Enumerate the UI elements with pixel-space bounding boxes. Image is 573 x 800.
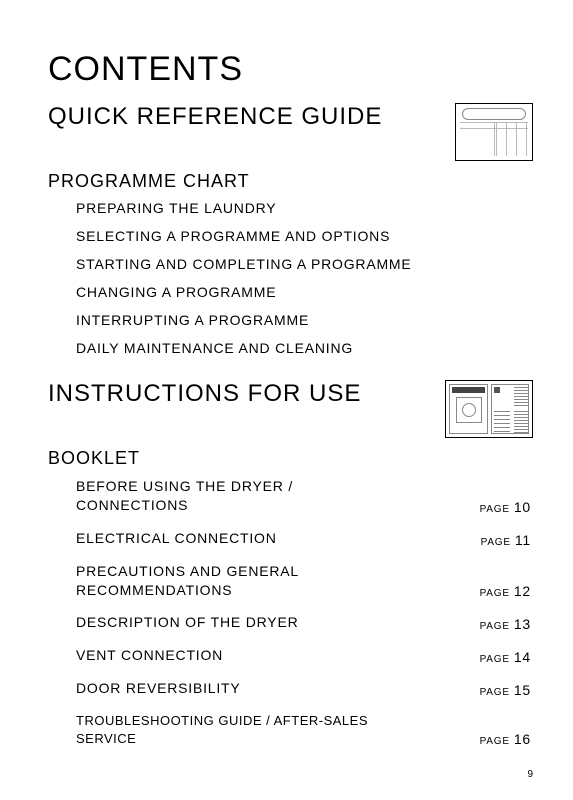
toc-pageref: PAGE 15 <box>480 682 531 698</box>
toc-pageref: PAGE 12 <box>480 583 531 599</box>
quick-reference-heading: QUICK REFERENCE GUIDE <box>48 103 382 131</box>
toc-row: ELECTRICAL CONNECTION PAGE 11 <box>76 529 533 548</box>
toc-row: BEFORE USING THE DRYER / CONNECTIONS PAG… <box>76 477 533 515</box>
toc-row: VENT CONNECTION PAGE 14 <box>76 646 533 665</box>
list-item: CHANGING A PROGRAMME <box>76 284 533 300</box>
booklet-heading: BOOKLET <box>48 448 533 469</box>
list-item: INTERRUPTING A PROGRAMME <box>76 312 533 328</box>
list-item: PREPARING THE LAUNDRY <box>76 200 533 216</box>
toc-label: ELECTRICAL CONNECTION <box>76 529 277 548</box>
toc-label: VENT CONNECTION <box>76 646 223 665</box>
toc-label: DESCRIPTION OF THE DRYER <box>76 613 299 632</box>
toc-pageref: PAGE 10 <box>480 499 531 515</box>
list-item: SELECTING A PROGRAMME AND OPTIONS <box>76 228 533 244</box>
toc-label: BEFORE USING THE DRYER / CONNECTIONS <box>76 477 396 515</box>
page-number: 11 <box>515 532 531 548</box>
page-label: PAGE <box>480 588 510 599</box>
reference-card-icon <box>455 103 533 161</box>
page-label: PAGE <box>480 736 510 747</box>
toc-pageref: PAGE 14 <box>480 649 531 665</box>
booklet-icon <box>445 380 533 438</box>
contents-heading: CONTENTS <box>48 50 533 89</box>
toc-row: DESCRIPTION OF THE DRYER PAGE 13 <box>76 613 533 632</box>
page-number: 15 <box>514 682 531 698</box>
toc-row: PRECAUTIONS AND GENERAL RECOMMENDATIONS … <box>76 562 533 600</box>
toc-pageref: PAGE 16 <box>480 731 531 747</box>
booklet-icon-left-page <box>449 384 488 434</box>
list-item: STARTING AND COMPLETING A PROGRAMME <box>76 256 533 272</box>
instructions-heading: INSTRUCTIONS FOR USE <box>48 380 361 408</box>
toc-pageref: PAGE 11 <box>481 532 531 548</box>
toc-label: PRECAUTIONS AND GENERAL RECOMMENDATIONS <box>76 562 396 600</box>
page-number: 12 <box>514 583 531 599</box>
toc-row: TROUBLESHOOTING GUIDE / AFTER-SALES SERV… <box>76 712 533 747</box>
page-label: PAGE <box>480 504 510 515</box>
page-label: PAGE <box>481 537 511 548</box>
page: CONTENTS QUICK REFERENCE GUIDE PROGRAMME… <box>0 0 573 800</box>
page-label: PAGE <box>480 654 510 665</box>
booklet-list: BEFORE USING THE DRYER / CONNECTIONS PAG… <box>48 477 533 747</box>
page-number-footer: 9 <box>527 769 533 780</box>
toc-row: DOOR REVERSIBILITY PAGE 15 <box>76 679 533 698</box>
list-item: DAILY MAINTENANCE AND CLEANING <box>76 340 533 356</box>
toc-label: TROUBLESHOOTING GUIDE / AFTER-SALES SERV… <box>76 712 396 747</box>
booklet-icon-right-page <box>491 384 530 434</box>
toc-label: DOOR REVERSIBILITY <box>76 679 241 698</box>
page-number: 10 <box>514 499 531 515</box>
programme-chart-heading: PROGRAMME CHART <box>48 171 533 192</box>
page-label: PAGE <box>480 621 510 632</box>
page-label: PAGE <box>480 687 510 698</box>
quick-reference-row: QUICK REFERENCE GUIDE <box>48 103 533 161</box>
page-number: 16 <box>514 731 531 747</box>
page-number: 14 <box>514 649 531 665</box>
toc-pageref: PAGE 13 <box>480 616 531 632</box>
page-number: 13 <box>514 616 531 632</box>
programme-chart-list: PREPARING THE LAUNDRY SELECTING A PROGRA… <box>48 200 533 356</box>
instructions-row: INSTRUCTIONS FOR USE <box>48 380 533 438</box>
